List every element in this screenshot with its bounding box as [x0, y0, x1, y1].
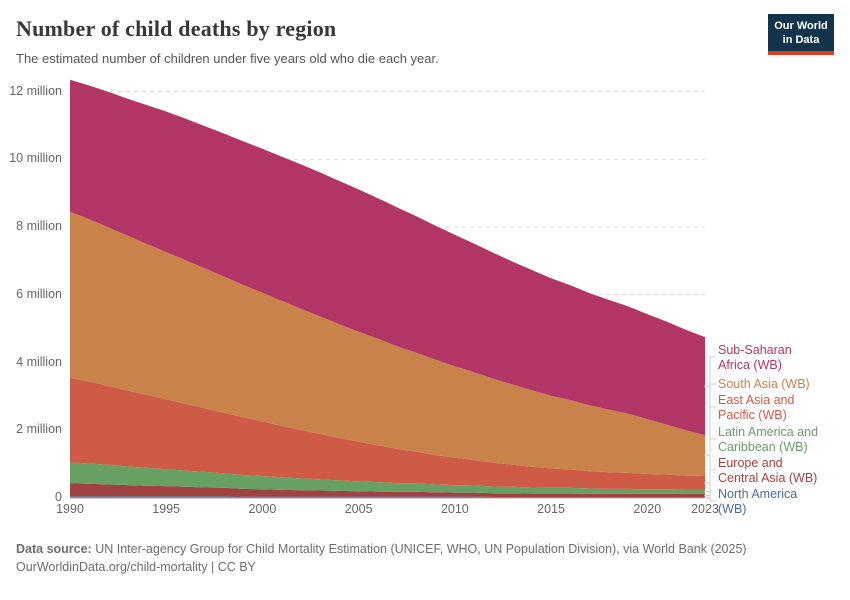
x-axis-labels: 1990 1995 2000 2005 2010 2015 2020 2023 [0, 502, 850, 522]
legend-connector [704, 469, 716, 496]
chart-footer: Data source: UN Inter-agency Group for C… [0, 530, 850, 576]
x-tick-2010: 2010 [440, 502, 469, 516]
plot-svg [70, 79, 705, 499]
data-source-line: Data source: UN Inter-agency Group for C… [16, 540, 834, 558]
legend-item-south-asia[interactable]: South Asia (WB) [718, 377, 810, 391]
y-tick-0: 0 [55, 490, 62, 504]
legend-connector [704, 356, 716, 387]
x-tick-1990: 1990 [56, 502, 84, 516]
license-line[interactable]: OurWorldinData.org/child-mortality | CC … [16, 560, 256, 575]
area-east-asia-pacific[interactable] [70, 377, 705, 490]
stacked-area-chart: 0 2 million 4 million 6 million 8 million 10 … [0, 78, 850, 530]
legend-item-europe-central-asia[interactable]: Europe and Central Asia (WB) [718, 456, 818, 485]
area-latin-america-caribbean[interactable] [70, 462, 705, 494]
data-source-text: UN Inter-agency Group for Child Mortalit… [91, 542, 747, 556]
data-source-label: Data source: [16, 542, 92, 556]
y-tick-12: 12 million [9, 83, 62, 98]
chart-header: Number of child deaths by region The est… [0, 0, 850, 66]
y-tick-6: 6 million [16, 286, 62, 301]
owid-logo-line1: Our World [774, 20, 828, 32]
legend-item-north-america[interactable]: North America (WB) [718, 487, 798, 516]
y-tick-4: 4 million [16, 354, 62, 369]
legend-item-latin-america-caribbean[interactable]: Latin America and Caribbean (WB) [718, 425, 819, 454]
x-tick-1995: 1995 [152, 502, 181, 516]
y-tick-2: 2 million [16, 422, 62, 437]
legend-connector [704, 438, 716, 493]
x-tick-2015: 2015 [537, 502, 565, 516]
x-tick-2023: 2023 [691, 502, 719, 516]
chart-title: Number of child deaths by region [16, 16, 337, 41]
y-tick-8: 8 million [16, 219, 62, 234]
x-tick-2000: 2000 [248, 502, 277, 516]
chart-legend: Sub-Saharan Africa (WB) South Asia (WB) Ea… [718, 78, 826, 530]
area-sub-saharan-africa[interactable] [70, 79, 705, 436]
legend-item-sub-saharan-africa[interactable]: Sub-Saharan Africa (WB) [718, 343, 792, 372]
y-tick-10: 10 million [9, 151, 62, 166]
owid-logo[interactable]: Our World in Data [768, 14, 834, 55]
y-axis-labels: 0 2 million 4 million 6 million 8 million 10 … [0, 78, 62, 504]
x-tick-2020: 2020 [633, 502, 662, 516]
legend-connector [704, 497, 716, 502]
legend-item-east-asia-pacific[interactable]: East Asia and Pacific (WB) [718, 393, 795, 422]
chart-subtitle: The estimated number of children under f… [16, 51, 439, 66]
area-south-asia[interactable] [70, 211, 705, 477]
owid-logo-line2: in Data [782, 34, 820, 47]
x-tick-2005: 2005 [344, 502, 373, 516]
legend-connectors [704, 356, 716, 502]
